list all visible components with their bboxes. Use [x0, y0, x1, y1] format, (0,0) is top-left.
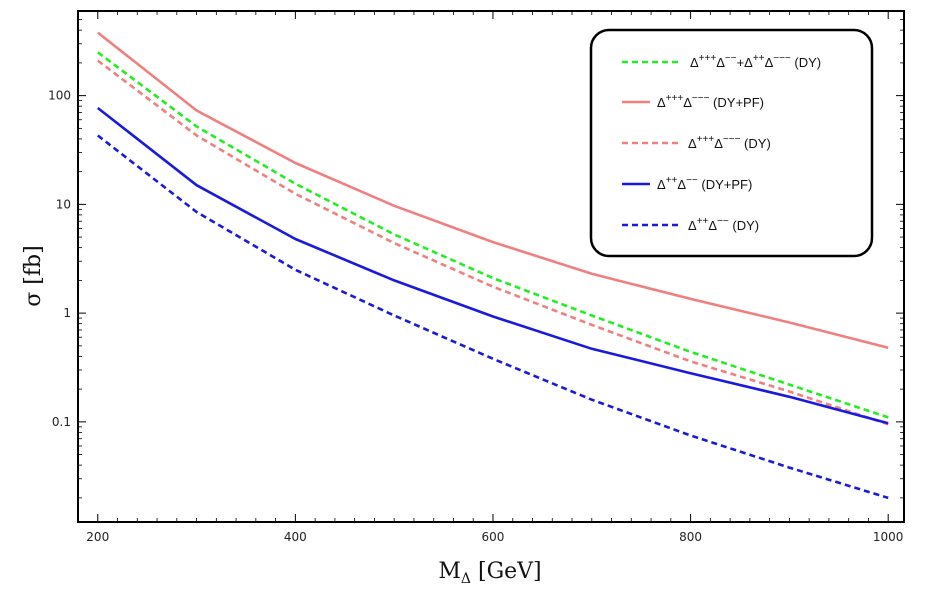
x-tick-label: 600	[482, 530, 505, 544]
legend-label-3: Δ+++Δ−−− (DY)	[688, 134, 771, 151]
series-line-1	[97, 51, 889, 419]
legend-box	[589, 28, 874, 258]
legend: Δ+++Δ−−+Δ++Δ−−− (DY) Δ+++Δ−−− (DY+PF) Δ+++…	[589, 28, 874, 258]
y-tick-label: 1	[63, 306, 71, 320]
plot-area	[77, 10, 905, 523]
y-tick-label: 100	[48, 89, 71, 103]
series-line-4	[96, 106, 889, 425]
series-line-3	[97, 59, 889, 426]
x-tick-label: 200	[86, 530, 109, 544]
series-layer	[96, 31, 889, 500]
series-line-5	[97, 134, 889, 500]
y-axis-title: σ [fb]	[21, 245, 46, 306]
x-axis-title: MΔ [GeV]	[438, 559, 541, 587]
y-tick-label: 10	[56, 197, 71, 211]
plot-frame	[77, 10, 905, 523]
y-tick-label: 0.1	[52, 415, 71, 429]
series-line-2	[96, 31, 889, 350]
legend-label-2: Δ+++Δ−−− (DY+PF)	[657, 93, 764, 110]
legend-label-4: Δ++Δ−− (DY+PF)	[657, 175, 752, 192]
x-tick-label: 400	[284, 530, 307, 544]
axis-ticks: 200 400 600 800 1000 0.1 1 10 100	[48, 10, 904, 544]
legend-label-1: Δ+++Δ−−+Δ++Δ−−− (DY)	[690, 53, 821, 70]
x-tick-label: 800	[679, 530, 702, 544]
x-tick-label: 1000	[873, 530, 904, 544]
legend-label-5: Δ++Δ−− (DY)	[688, 216, 759, 233]
